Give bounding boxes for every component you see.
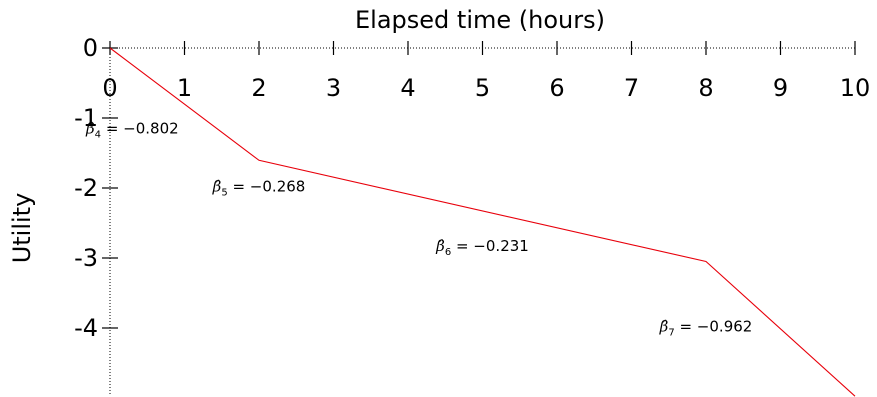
x-tick-label: 5: [475, 74, 490, 102]
x-tick-label: 1: [177, 74, 192, 102]
x-axis-label: Elapsed time (hours): [355, 6, 605, 34]
y-tick-label: -1: [74, 104, 98, 132]
x-tick-label: 8: [698, 74, 713, 102]
y-tick-label: -2: [74, 174, 98, 202]
slope-annotation: β̂7 = −0.962: [659, 318, 753, 339]
y-tick-label: -4: [74, 314, 98, 342]
slope-annotations: β̂4 = −0.802 β̂5 = −0.268 β̂6 = −0.231 β̂7 …: [85, 119, 752, 338]
y-tick-label: -3: [74, 244, 98, 272]
series-line: [109, 47, 856, 397]
axes: 0 1 2 3 4 5 6 7 8 9 100-1-2-3-4: [74, 34, 870, 395]
y-axis-label: Utility: [8, 193, 36, 264]
x-tick-label: 10: [840, 74, 871, 102]
data-series: [109, 47, 856, 397]
slope-annotation: β̂4 = −0.802: [85, 119, 179, 140]
slope-annotation: β̂5 = −0.268: [212, 178, 306, 199]
x-tick-label: 9: [773, 74, 788, 102]
x-tick-label: 4: [400, 74, 415, 102]
y-tick-label: 0: [83, 34, 98, 62]
x-tick-label: 2: [251, 74, 266, 102]
x-tick-label: 6: [549, 74, 564, 102]
x-tick-label: 3: [326, 74, 341, 102]
x-tick-label: 7: [624, 74, 639, 102]
slope-annotation: β̂6 = −0.231: [435, 237, 529, 258]
x-tick-label: 0: [102, 74, 117, 102]
